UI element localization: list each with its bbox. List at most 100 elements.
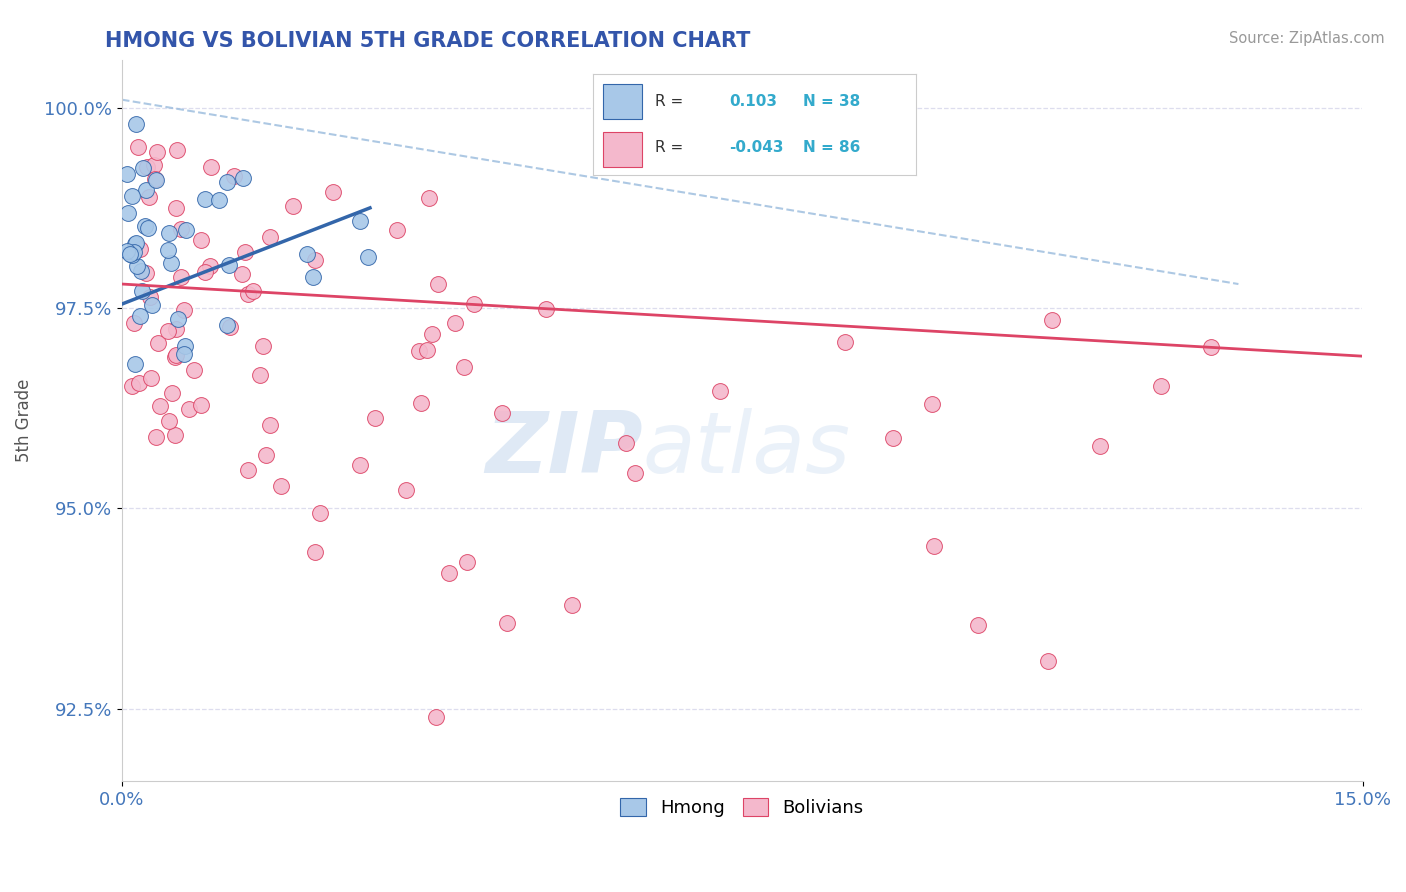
Point <box>420 326 443 341</box>
Point <box>623 466 645 480</box>
Point <box>190 398 212 412</box>
Point <box>138 190 160 204</box>
Point <box>249 368 271 383</box>
Point <box>174 223 197 237</box>
Point <box>304 253 326 268</box>
Point <box>136 220 159 235</box>
Point <box>177 401 200 416</box>
Point <box>295 247 318 261</box>
Point <box>117 167 139 181</box>
Point <box>322 186 344 200</box>
Point <box>170 270 193 285</box>
Point <box>614 435 637 450</box>
Point <box>125 117 148 131</box>
Point <box>146 145 169 160</box>
Point <box>218 320 240 334</box>
Point <box>281 199 304 213</box>
Point <box>242 284 264 298</box>
Point <box>139 290 162 304</box>
Point <box>131 284 153 298</box>
Point <box>395 483 418 497</box>
Point <box>561 598 583 612</box>
Point <box>127 259 149 273</box>
Point <box>139 371 162 385</box>
Point <box>117 244 139 259</box>
Point <box>194 192 217 206</box>
Point <box>456 555 478 569</box>
Point <box>1038 654 1060 668</box>
Point <box>444 316 467 330</box>
Point <box>387 222 409 236</box>
Point <box>534 301 557 316</box>
Point <box>157 243 180 257</box>
Point <box>453 359 475 374</box>
Text: HMONG VS BOLIVIAN 5TH GRADE CORRELATION CHART: HMONG VS BOLIVIAN 5TH GRADE CORRELATION … <box>105 31 751 51</box>
Point <box>208 193 231 207</box>
Point <box>145 430 167 444</box>
Point <box>200 259 222 273</box>
Point <box>163 351 186 365</box>
Point <box>136 160 159 174</box>
Point <box>122 316 145 330</box>
Point <box>349 214 371 228</box>
Text: atlas: atlas <box>643 408 851 491</box>
Point <box>165 201 187 215</box>
Point <box>165 321 187 335</box>
Point <box>135 266 157 280</box>
Point <box>173 347 195 361</box>
Point <box>834 334 856 349</box>
Point <box>357 250 380 264</box>
Point <box>259 230 281 244</box>
Point <box>408 343 430 358</box>
Point <box>183 363 205 377</box>
Point <box>222 169 245 183</box>
Point <box>364 411 387 425</box>
Point <box>165 427 187 442</box>
Point <box>426 277 449 291</box>
Point <box>122 245 145 260</box>
Point <box>270 479 292 493</box>
Text: Source: ZipAtlas.com: Source: ZipAtlas.com <box>1229 31 1385 46</box>
Point <box>128 376 150 390</box>
Point <box>252 339 274 353</box>
Point <box>149 399 172 413</box>
Point <box>173 303 195 318</box>
Point <box>921 397 943 411</box>
Point <box>127 140 149 154</box>
Point <box>129 310 152 324</box>
Point <box>174 339 197 353</box>
Point <box>882 431 904 445</box>
Point <box>166 143 188 157</box>
Point <box>304 545 326 559</box>
Point <box>1040 312 1063 326</box>
Point <box>409 396 432 410</box>
Point <box>309 506 332 520</box>
Point <box>160 386 183 401</box>
Point <box>463 297 485 311</box>
Point <box>170 221 193 235</box>
Point <box>418 192 440 206</box>
Point <box>190 233 212 247</box>
Point <box>259 417 281 432</box>
Point <box>218 258 240 272</box>
Point <box>134 219 156 233</box>
Point <box>124 237 146 252</box>
Y-axis label: 5th Grade: 5th Grade <box>15 378 32 462</box>
Point <box>496 615 519 630</box>
Point <box>254 449 277 463</box>
Point <box>437 566 460 580</box>
Point <box>194 265 217 279</box>
Point <box>966 617 988 632</box>
Point <box>709 384 731 399</box>
Point <box>145 173 167 187</box>
Point <box>233 244 256 259</box>
Point <box>1201 340 1223 354</box>
Point <box>349 458 371 473</box>
Point <box>1090 440 1112 454</box>
Point <box>232 171 254 186</box>
Point <box>146 335 169 350</box>
Point <box>129 264 152 278</box>
Point <box>217 318 239 332</box>
Point <box>128 242 150 256</box>
Point <box>231 267 253 281</box>
